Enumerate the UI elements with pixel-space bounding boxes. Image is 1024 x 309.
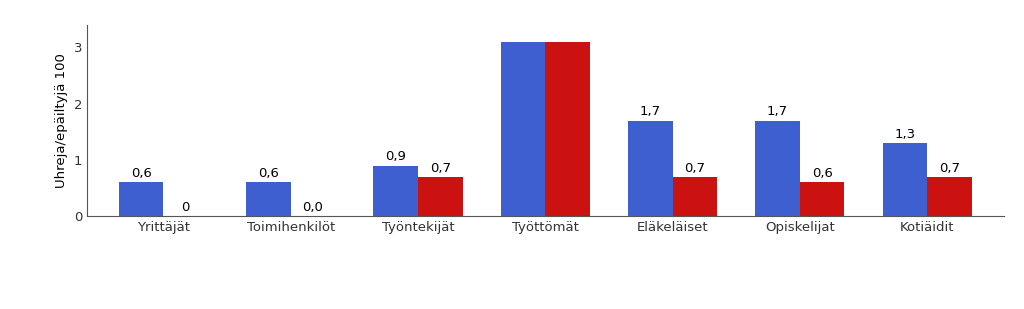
Text: 0,7: 0,7 xyxy=(430,162,451,175)
Bar xyxy=(673,177,717,216)
Bar xyxy=(246,183,291,216)
Text: 0,6: 0,6 xyxy=(812,167,833,180)
Text: 0,6: 0,6 xyxy=(258,167,279,180)
Bar xyxy=(119,183,164,216)
Text: 1,3: 1,3 xyxy=(894,128,915,141)
Bar xyxy=(883,143,927,216)
Text: 0: 0 xyxy=(181,201,189,214)
Bar xyxy=(374,166,418,216)
Bar xyxy=(545,42,590,216)
Bar xyxy=(628,121,673,216)
Text: 0,6: 0,6 xyxy=(131,167,152,180)
Text: 0,7: 0,7 xyxy=(939,162,959,175)
Text: 0,9: 0,9 xyxy=(385,150,407,163)
Text: 1,7: 1,7 xyxy=(640,105,660,118)
Bar xyxy=(756,121,800,216)
Bar xyxy=(501,42,546,216)
Text: 0,0: 0,0 xyxy=(302,201,324,214)
Y-axis label: Uhreja/epäiltyjä 100: Uhreja/epäiltyjä 100 xyxy=(55,53,69,188)
Bar xyxy=(927,177,972,216)
Text: 1,7: 1,7 xyxy=(767,105,788,118)
Text: 0,7: 0,7 xyxy=(684,162,706,175)
Bar xyxy=(800,183,845,216)
Bar xyxy=(418,177,463,216)
